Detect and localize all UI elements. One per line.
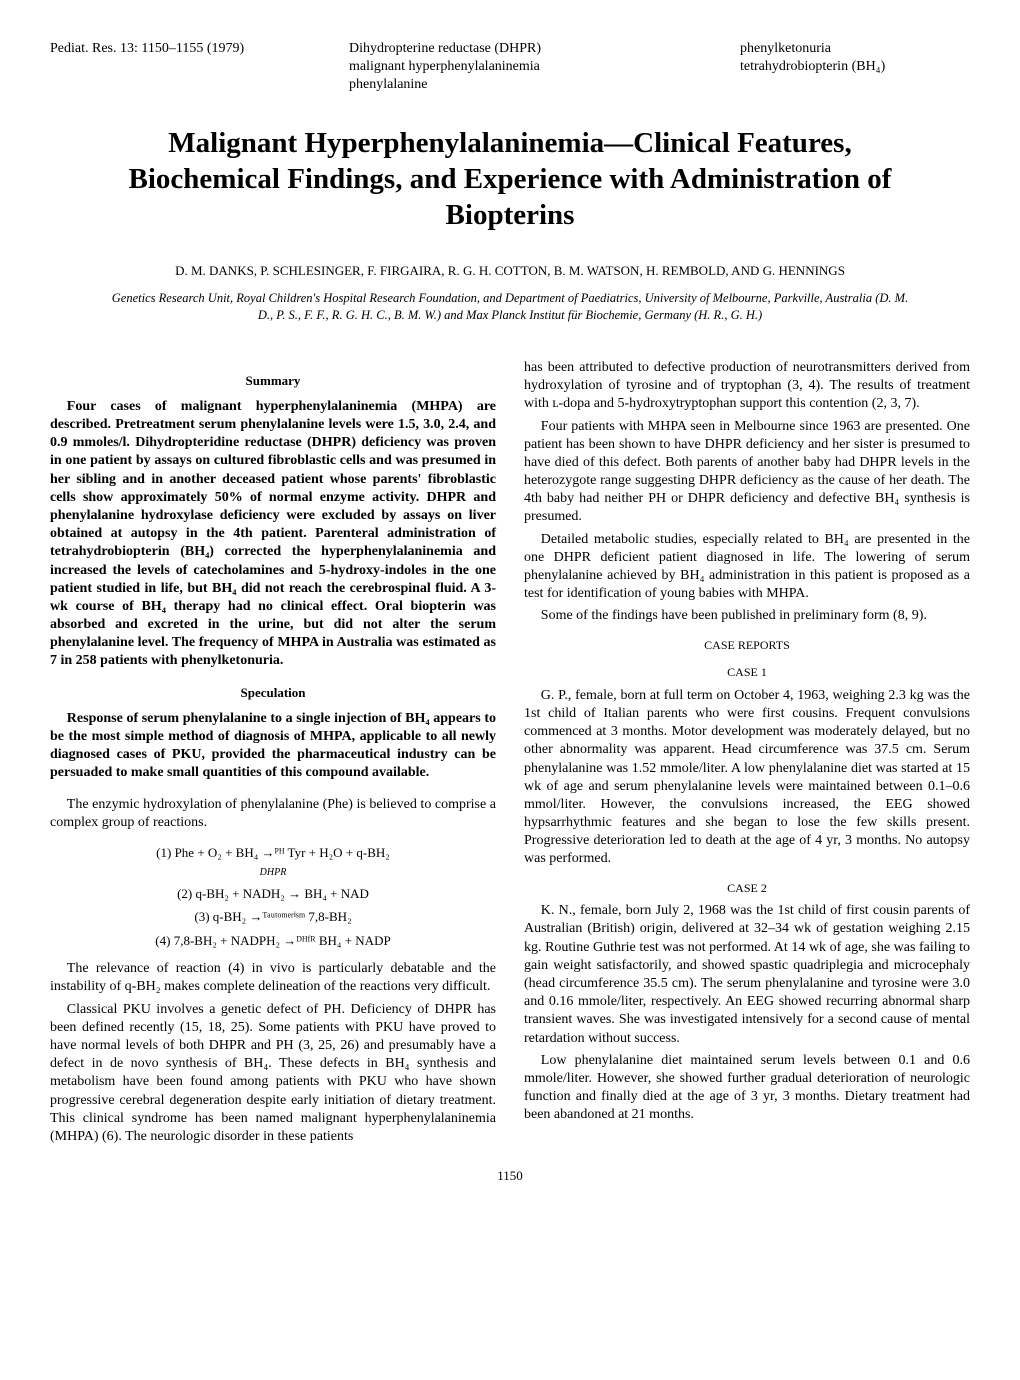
page-number: 1150 [50,1168,970,1185]
keywords-right: phenylketonuria tetrahydrobiopterin (BH₄… [740,40,970,95]
equation-3: (3) q-BH₂ →ᵀᵃᵘᵗᵒᵐᵉʳⁱˢᵐ 7,8-BH₂ [50,905,496,928]
intro-para-3: Classical PKU involves a genetic defect … [50,1001,496,1147]
col2-para-4: Some of the findings have been published… [524,607,970,625]
case-2-para-2: Low phenylalanine diet maintained serum … [524,1052,970,1125]
kw-mid-2: malignant hyperphenylalaninemia [349,58,717,76]
kw-right-2: tetrahydrobiopterin (BH₄) [740,58,970,76]
keywords-mid: Dihydropterine reductase (DHPR) malignan… [349,40,717,95]
equation-1-label: DHPR [50,864,496,882]
col2-para-2: Four patients with MHPA seen in Melbourn… [524,418,970,527]
kw-mid-3: phenylalanine [349,76,717,94]
journal-citation: Pediat. Res. 13: 1150–1155 (1979) [50,40,326,95]
equation-4: (4) 7,8-BH₂ + NADPH₂ →ᴰᴴᶠᴿ BH₄ + NADP [50,929,496,952]
summary-text: Four cases of malignant hyperphenylalani… [50,398,496,671]
kw-mid-1: Dihydropterine reductase (DHPR) [349,40,717,58]
intro-para-2: The relevance of reaction (4) in vivo is… [50,960,496,996]
equations-block: (1) Phe + O₂ + BH₄ →ᴾᴴ Tyr + H₂O + q-BH₂… [50,841,496,953]
equation-1: (1) Phe + O₂ + BH₄ →ᴾᴴ Tyr + H₂O + q-BH₂ [50,841,496,864]
two-column-body: Summary Four cases of malignant hyperphe… [50,359,970,1150]
right-column: has been attributed to defective product… [524,359,970,1150]
case-1-heading: CASE 1 [524,665,970,681]
speculation-text: Response of serum phenylalanine to a sin… [50,710,496,783]
speculation-heading: Speculation [50,685,496,702]
intro-para-1: The enzymic hydroxylation of phenylalani… [50,796,496,832]
running-header: Pediat. Res. 13: 1150–1155 (1979) Dihydr… [50,40,970,95]
case-1-text: G. P., female, born at full term on Octo… [524,687,970,869]
case-2-heading: CASE 2 [524,881,970,897]
article-title: Malignant Hyperphenylalaninemia—Clinical… [90,125,930,234]
kw-right-1: phenylketonuria [740,40,970,58]
col2-para-1: has been attributed to defective product… [524,359,970,414]
left-column: Summary Four cases of malignant hyperphe… [50,359,496,1150]
case-2-para-1: K. N., female, born July 2, 1968 was the… [524,902,970,1048]
col2-para-3: Detailed metabolic studies, especially r… [524,531,970,604]
case-reports-heading: CASE REPORTS [524,638,970,654]
equation-2: (2) q-BH₂ + NADH₂ → BH₄ + NAD [50,882,496,905]
summary-heading: Summary [50,373,496,390]
author-list: D. M. DANKS, P. SCHLESINGER, F. FIRGAIRA… [50,263,970,280]
affiliation: Genetics Research Unit, Royal Children's… [110,290,910,324]
